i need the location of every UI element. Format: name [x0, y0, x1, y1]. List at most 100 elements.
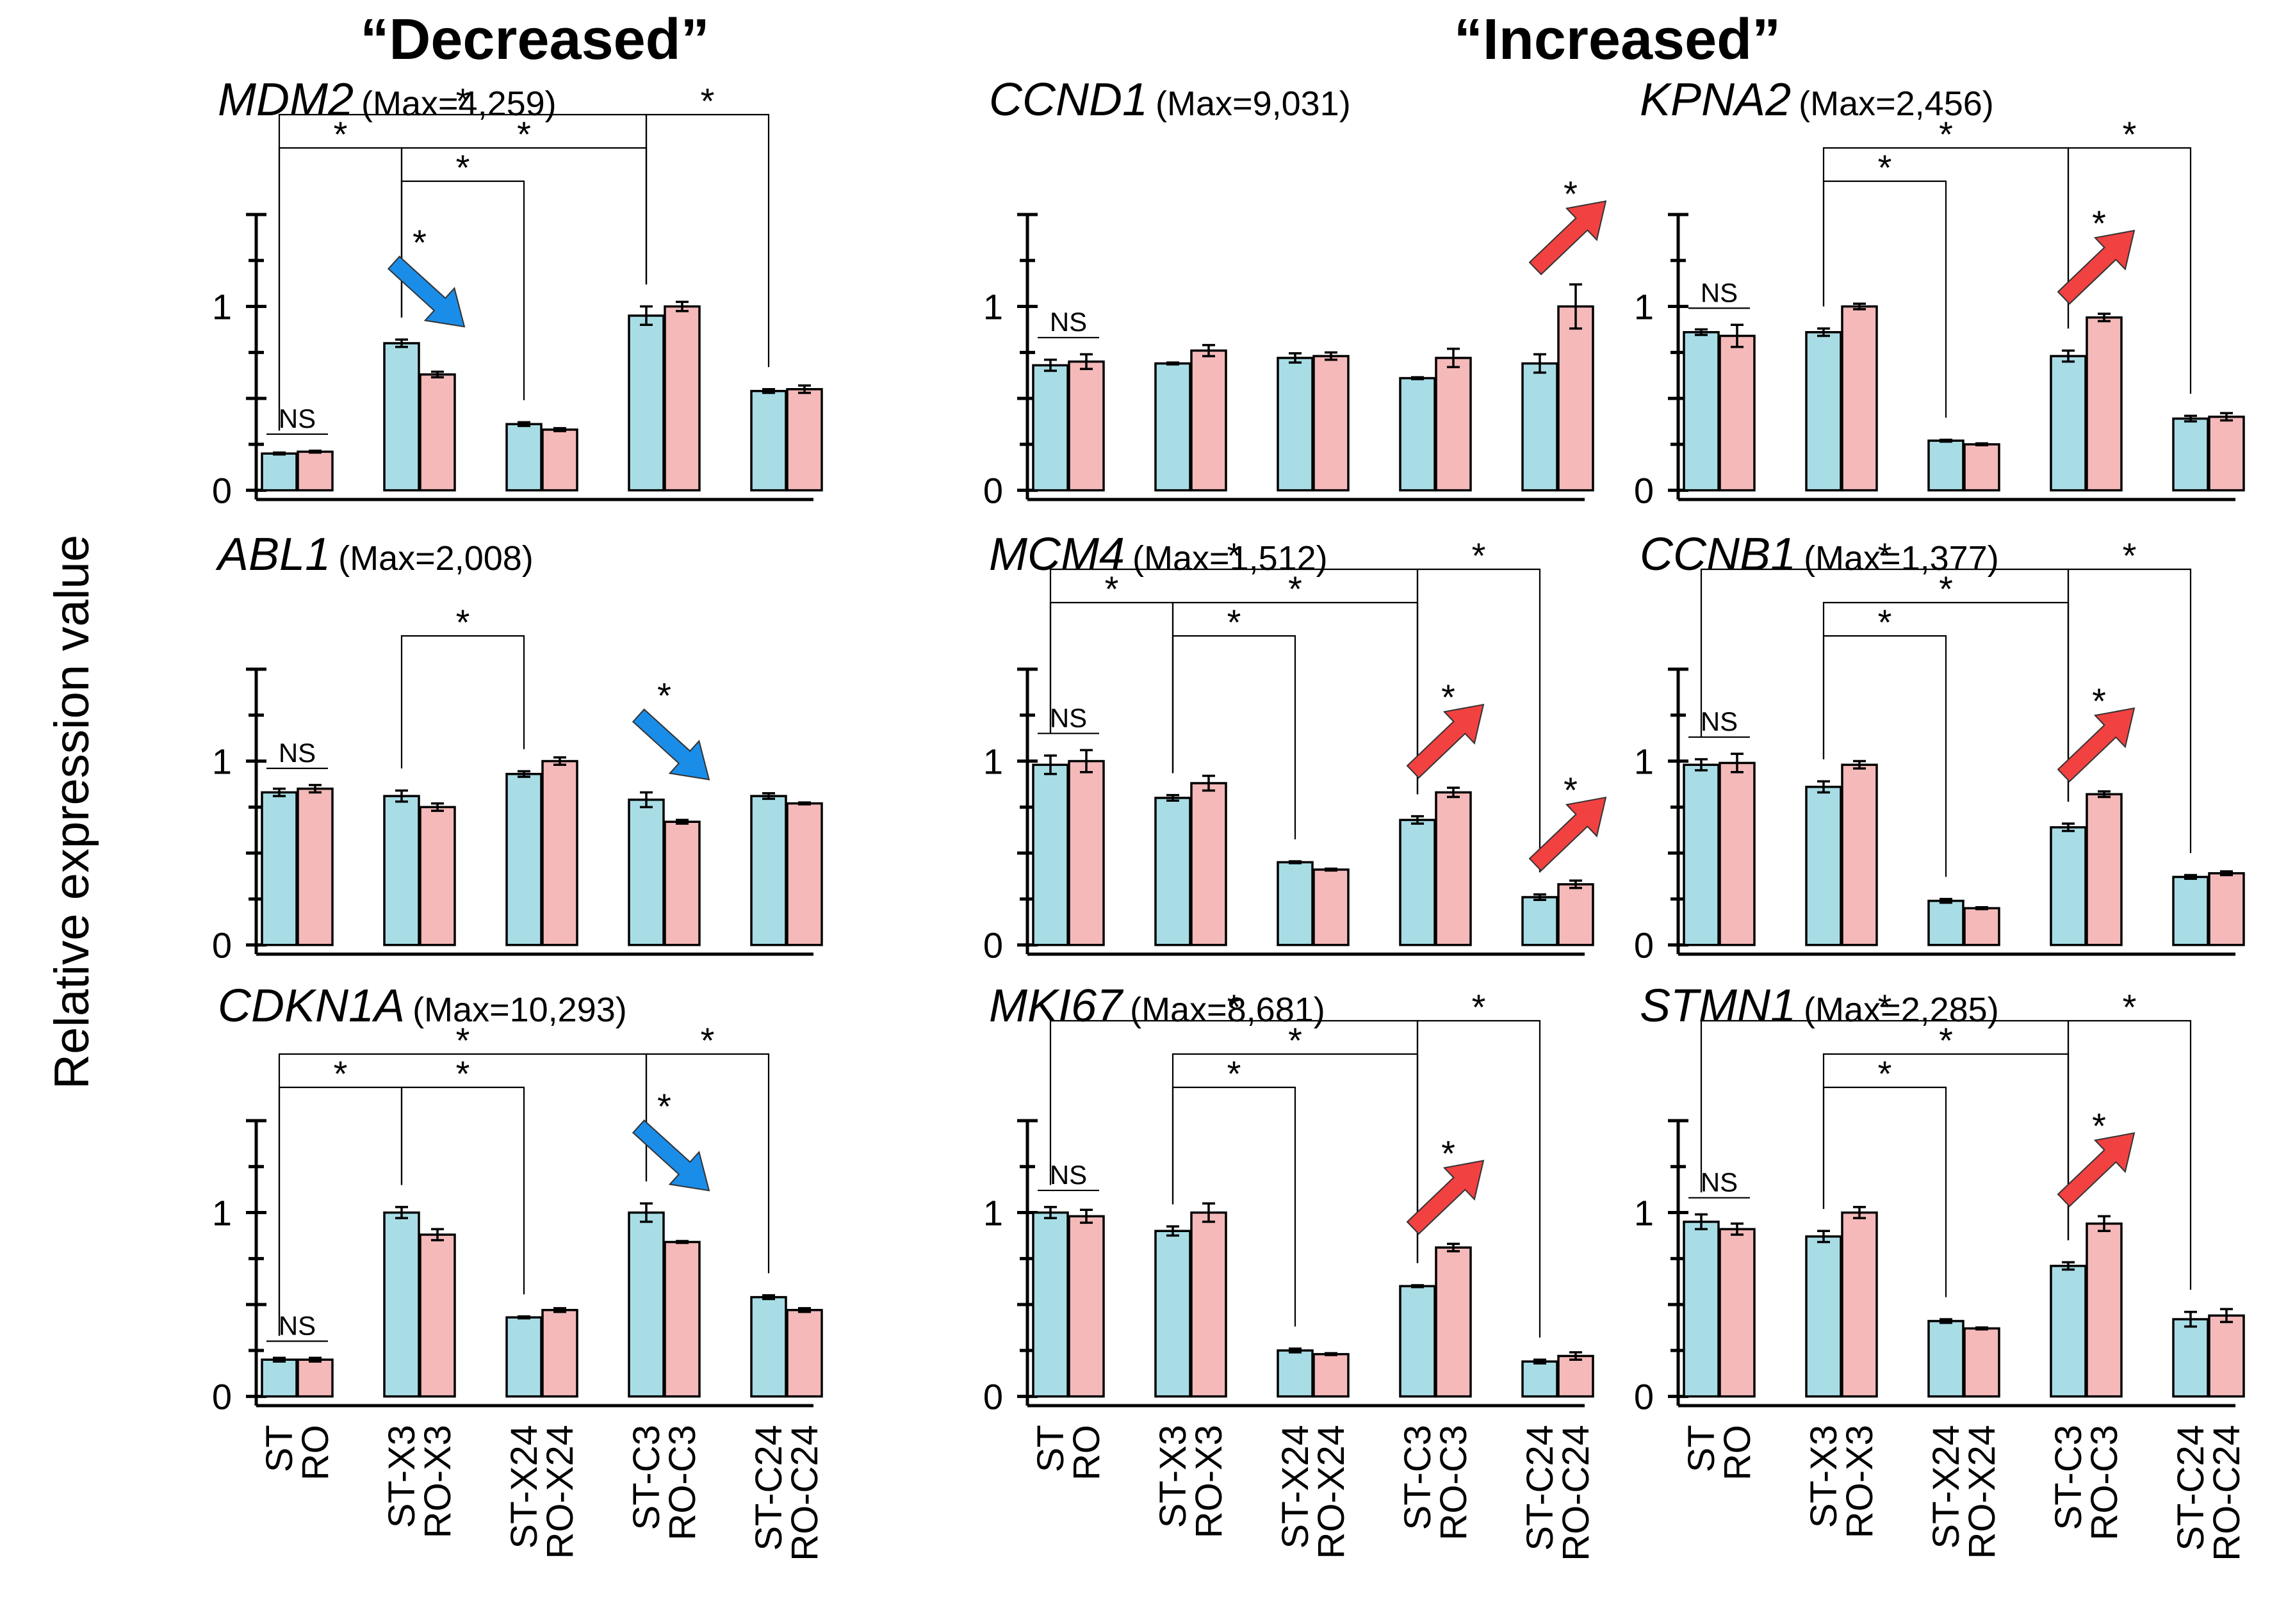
gene-name: CCND1: [989, 74, 1148, 126]
error-bar: [1975, 442, 1988, 447]
ns-label: NS: [1050, 702, 1087, 733]
x-tick-label: ST-C3: [1397, 1425, 1439, 1530]
error-bar: [1044, 1206, 1057, 1219]
x-tick-label: RO: [1066, 1425, 1107, 1481]
error-bar: [1817, 327, 1830, 337]
y-tick-label: 1: [1634, 742, 1654, 782]
gene-name: ABL1: [215, 529, 331, 580]
x-tick-label: ST-X3: [1152, 1425, 1194, 1528]
x-tick-label: ST: [1681, 1425, 1722, 1472]
bar-ro-x3: [1190, 782, 1227, 946]
bar-st-c3: [628, 1211, 665, 1398]
x-tick-label: RO-X3: [1188, 1425, 1230, 1538]
bar-st-x3: [1154, 797, 1191, 946]
x-tick-label: ST: [259, 1425, 300, 1472]
x-tick-label: ST-X3: [381, 1425, 423, 1528]
significance-star: *: [1288, 569, 1302, 609]
error-bar: [798, 801, 811, 806]
significance-star: *: [701, 81, 715, 121]
error-bar: [309, 1356, 322, 1363]
bar-st-x24: [1277, 357, 1314, 492]
bar-ro-x3: [419, 1233, 456, 1398]
bar-ro-c24: [2208, 872, 2245, 946]
error-bar: [431, 1228, 444, 1242]
header-increased: “Increased”: [1454, 8, 1781, 72]
chart-title: STMN1 (Max=2,285): [1640, 980, 1999, 1032]
error-bar: [1080, 1208, 1093, 1224]
chart-title: KPNA2 (Max=2,456): [1640, 74, 1994, 126]
decrease-arrow-icon: [632, 708, 710, 781]
bar-st-c24: [750, 795, 787, 946]
ns-label: NS: [279, 1310, 316, 1340]
error-bar: [553, 426, 566, 432]
error-bar: [309, 784, 322, 794]
bar-st: [1032, 1211, 1069, 1398]
max-label: (Max=1,512): [1132, 539, 1328, 578]
bar-st-c24: [1521, 362, 1558, 492]
increase-arrow-icon: [1406, 1160, 1485, 1235]
y-tick-label: 0: [212, 471, 232, 511]
gene-name: STMN1: [1640, 980, 1796, 1032]
significance-bracket: [2067, 147, 2192, 394]
x-tick-label: RO-X24: [539, 1425, 581, 1559]
bar-ro-c24: [2208, 1314, 2245, 1398]
error-bar: [1533, 353, 1546, 374]
significance-bracket: [645, 1053, 770, 1274]
increase-arrow-icon: [1528, 796, 1607, 872]
bar-st-x24: [505, 423, 543, 492]
y-tick-label: 0: [983, 471, 1003, 511]
arrow-star: *: [1564, 174, 1578, 214]
error-bar: [2184, 1310, 2197, 1328]
max-label: (Max=4,259): [361, 85, 557, 123]
error-bar: [640, 791, 653, 809]
max-label: (Max=10,293): [412, 991, 627, 1029]
bar-st-c24: [2172, 417, 2209, 492]
significance-star: *: [1939, 114, 1953, 154]
significance-star: *: [1227, 1053, 1241, 1094]
significance-star: *: [1472, 987, 1486, 1027]
bar-st-c24: [2172, 1318, 2209, 1398]
error-bar: [676, 300, 689, 313]
bar-ro-c3: [2086, 1222, 2123, 1398]
error-bar: [2062, 349, 2075, 363]
significance-bracket: [1416, 568, 1541, 873]
significance-star: *: [2123, 987, 2137, 1027]
bar-ro: [1719, 1228, 1756, 1398]
error-bar: [1044, 359, 1057, 372]
error-bar: [2220, 412, 2233, 422]
header-decreased: “Decreased”: [360, 8, 709, 72]
significance-star: *: [2123, 535, 2137, 576]
significance-star: *: [1227, 535, 1241, 576]
significance-bracket: [2067, 1019, 2192, 1290]
bar-ro: [1719, 334, 1756, 492]
chart-ccnd1: CCND1 (Max=9,031) 0 1 NS *: [983, 74, 1607, 511]
bar-ro: [297, 1358, 334, 1398]
bar-st-x24: [1277, 861, 1314, 946]
significance-bracket: [1822, 1086, 1947, 1297]
bar-st-x3: [1805, 330, 1842, 492]
error-bar: [1411, 376, 1424, 380]
significance-star: *: [1105, 569, 1119, 609]
error-bar: [1695, 1213, 1708, 1231]
chart-title: CCND1 (Max=9,031): [989, 74, 1351, 126]
bar-ro: [1068, 360, 1105, 492]
y-tick-label: 1: [212, 742, 232, 782]
error-bar: [1731, 323, 1744, 348]
error-bar: [762, 387, 775, 394]
error-bar: [1325, 1352, 1337, 1356]
bar-ro: [1068, 759, 1105, 946]
arrow-star: *: [2092, 1105, 2106, 1146]
significance-bracket: [645, 113, 770, 368]
error-bar: [1817, 780, 1830, 794]
bar-st: [261, 791, 298, 946]
error-bar: [1975, 1326, 1988, 1331]
ns-label: NS: [1701, 277, 1738, 307]
bar-st: [1683, 763, 1720, 946]
arrow-star: *: [657, 1086, 671, 1126]
significance-star: *: [1878, 535, 1892, 576]
bar-st-c3: [1399, 818, 1436, 946]
bar-st-x24: [1927, 1320, 1964, 1398]
error-bar: [1080, 353, 1093, 370]
arrow-star: *: [657, 675, 671, 715]
increase-arrow-icon: [2057, 707, 2136, 783]
